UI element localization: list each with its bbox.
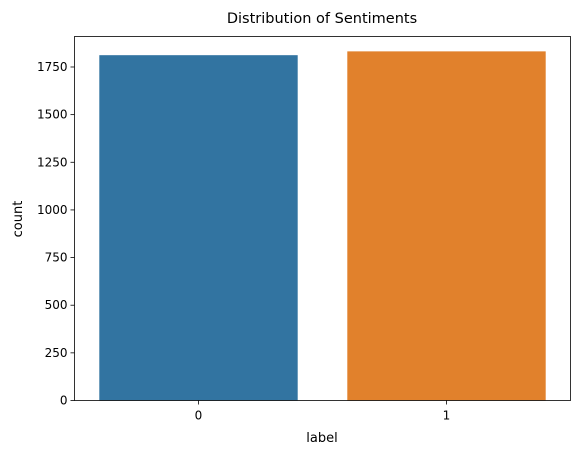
y-tick-label: 1000 — [37, 203, 68, 217]
x-axis-label: label — [306, 431, 337, 446]
x-tick-label: 1 — [443, 409, 451, 423]
y-axis-label: count — [11, 201, 26, 238]
y-tick-label: 500 — [45, 298, 68, 312]
y-tick-label: 0 — [60, 394, 68, 408]
bar-1 — [347, 51, 546, 401]
x-tick-label: 0 — [195, 409, 203, 423]
y-tick-label: 750 — [45, 251, 68, 265]
bar-0 — [99, 55, 298, 401]
y-tick-label: 250 — [45, 346, 68, 360]
y-axis-ticks: 0 250 500 750 1000 1250 1500 1750 — [37, 60, 75, 408]
bars-group — [99, 51, 546, 401]
y-tick-label: 1250 — [37, 155, 68, 169]
chart-title: Distribution of Sentiments — [227, 11, 417, 27]
plot-frame — [74, 36, 571, 401]
y-tick-label: 1750 — [37, 60, 68, 74]
y-tick-label: 1500 — [37, 108, 68, 122]
